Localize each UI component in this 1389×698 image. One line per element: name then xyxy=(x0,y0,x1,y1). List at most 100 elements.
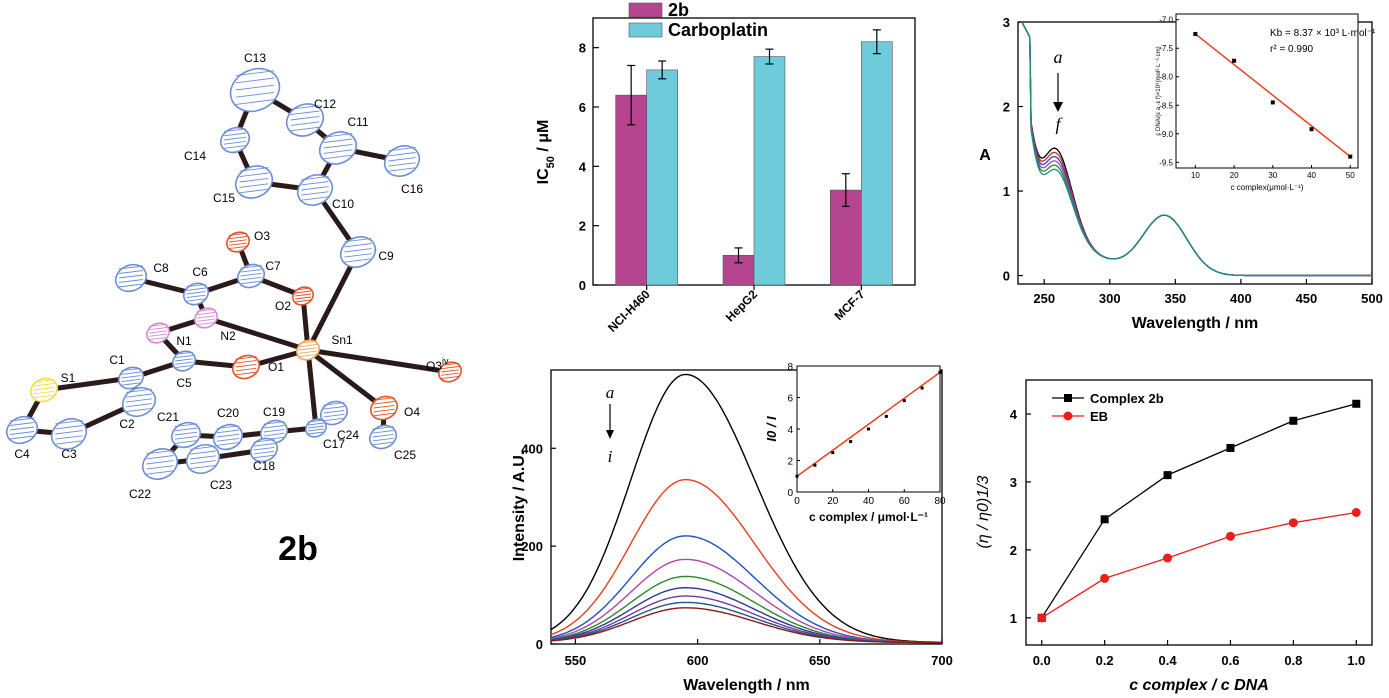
atom-hatch xyxy=(175,364,193,369)
atom-hatch xyxy=(149,330,167,334)
fluor-plot-frame xyxy=(550,369,943,645)
atom-hatch xyxy=(33,383,55,387)
uv-ytick-label: 2 xyxy=(1003,100,1010,115)
fluor-inset-ytick-label: 4 xyxy=(787,425,793,436)
atom-hatch xyxy=(299,340,317,344)
fluor-inset-ylabel: I0 / I xyxy=(764,416,779,442)
atom-hatch xyxy=(186,287,206,291)
atom-label-O3iv: O3 xyxy=(426,359,442,373)
visc-xtick-label: 0.8 xyxy=(1284,653,1302,668)
uv-inset-ytick-label: -9.0 xyxy=(1159,130,1173,139)
atom-hatch xyxy=(307,419,325,423)
visc-point-square xyxy=(1352,399,1361,408)
ic50-legend-swatch xyxy=(628,2,663,18)
atom-label-Sn1: Sn1 xyxy=(331,333,353,347)
atom-hatch xyxy=(294,287,312,291)
atom-hatch xyxy=(373,401,395,405)
atom-hatch xyxy=(9,435,35,440)
uv-arrow-bottom-label: f xyxy=(1055,114,1063,134)
atom-hatch xyxy=(186,291,206,295)
visc-point-circle xyxy=(1163,553,1173,563)
atom-hatch xyxy=(146,465,174,470)
ic50-bar xyxy=(615,94,647,286)
atom-hatch xyxy=(253,450,275,455)
uv-inset-xtick-label: 30 xyxy=(1268,171,1277,180)
atom-label-O4: O4 xyxy=(404,405,420,419)
uv-inset-point xyxy=(1193,31,1198,36)
atom-hatch xyxy=(253,439,275,443)
visc-ytick-label: 2 xyxy=(1010,543,1017,558)
atom-hatch xyxy=(344,237,372,243)
atom-hatch xyxy=(294,299,312,303)
atom-hatch xyxy=(229,232,247,236)
fluor-inset-xtick-label: 80 xyxy=(934,496,946,507)
atom-hatch xyxy=(197,321,215,326)
atom-hatch xyxy=(239,177,269,183)
fluor-inset-xtick-label: 60 xyxy=(899,496,911,507)
atom-hatch xyxy=(307,428,325,432)
ic50-ytick-label: 4 xyxy=(579,159,587,174)
atom-hatch xyxy=(323,149,353,154)
atom-hatch xyxy=(294,293,312,297)
atom-label-C5: C5 xyxy=(176,376,192,390)
uv-inset-ytick-label: -9.5 xyxy=(1159,158,1173,167)
fluor-xtick-label: 550 xyxy=(565,653,587,668)
visc-series-line xyxy=(1041,403,1357,619)
atom-hatch xyxy=(118,265,144,270)
visc-point-circle xyxy=(1225,531,1235,541)
atom-label-N1: N1 xyxy=(176,334,192,348)
fluor-spectrum-line xyxy=(550,601,942,644)
atom-hatch xyxy=(174,423,198,428)
atom-hatch xyxy=(372,426,394,430)
visc-legend-label: EB xyxy=(1090,409,1108,424)
ic50-ytick-label: 6 xyxy=(579,100,586,115)
uv-xtick-label: 300 xyxy=(1099,291,1121,306)
visc-xtick-label: 0.0 xyxy=(1033,653,1051,668)
atom-hatch xyxy=(126,393,152,398)
atom-hatch xyxy=(235,99,275,105)
atom-hatch xyxy=(441,369,459,373)
atom-hatch xyxy=(9,426,35,431)
atom-label-C19: C19 xyxy=(263,405,285,419)
atom-hatch xyxy=(290,126,320,132)
atom-label-C3: C3 xyxy=(61,447,77,461)
fluor-spectrum-line xyxy=(550,373,943,643)
uv-inset-ylabel: c DNA/(ε a -ε f)×10⁹(mol²·L⁻²·cm) xyxy=(1155,46,1162,135)
fluor-inset-xlabel: c complex / μmol·L⁻¹ xyxy=(809,510,928,524)
visc-plot-frame xyxy=(1025,379,1373,646)
atom-hatch xyxy=(239,183,269,188)
atom-hatch xyxy=(9,431,35,435)
atom-hatch xyxy=(197,318,215,322)
atom-hatch xyxy=(190,450,216,455)
atom-hatch xyxy=(146,470,174,475)
visc-xtick-label: 1.0 xyxy=(1347,653,1365,668)
ic50-ytick-label: 0 xyxy=(579,278,586,293)
atom-hatch xyxy=(149,323,167,327)
atom-hatch xyxy=(290,115,320,121)
atom-hatch xyxy=(121,378,141,383)
atom-hatch xyxy=(174,427,198,432)
atom-hatch xyxy=(197,315,215,319)
atom-hatch xyxy=(372,441,394,446)
atom-hatch xyxy=(229,242,247,246)
fluor-spectrum-line xyxy=(550,535,942,644)
fluor-xlabel: Wavelength / nm xyxy=(683,677,810,694)
compound-label: 2b xyxy=(278,530,318,568)
atom-hatch xyxy=(126,407,152,413)
atom-label-C12: C12 xyxy=(314,97,336,111)
uv-arrow-top-label: a xyxy=(1054,47,1063,67)
atom-label-C9: C9 xyxy=(378,249,394,263)
atom-hatch xyxy=(290,110,320,116)
uv-inset-ytick-label: -7.0 xyxy=(1159,16,1173,25)
atom-C14 xyxy=(219,126,251,154)
ic50-category-label: MCF-7 xyxy=(832,287,868,323)
atom-hatch xyxy=(344,243,372,248)
atom-label-S1: S1 xyxy=(61,371,76,385)
atom-hatch xyxy=(323,138,353,144)
uv-inset-point xyxy=(1232,58,1237,63)
atom-hatch xyxy=(216,433,240,438)
atom-hatch xyxy=(373,397,395,401)
atom-N2 xyxy=(194,307,218,329)
atom-hatch xyxy=(146,449,174,455)
